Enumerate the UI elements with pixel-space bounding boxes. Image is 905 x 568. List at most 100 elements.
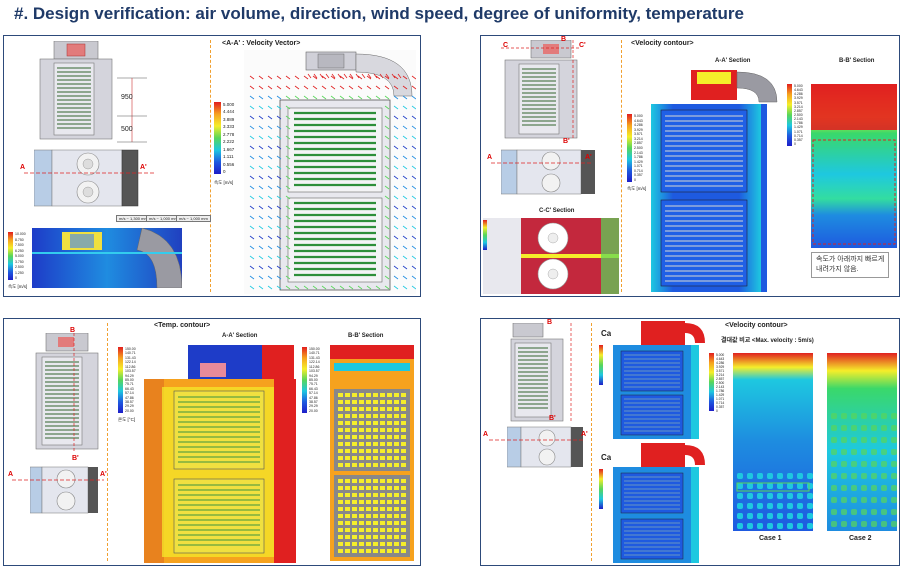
legend-tick: 1.071 bbox=[716, 397, 725, 401]
legend-tick: 0.714 bbox=[794, 133, 803, 138]
dimension-950: 950 bbox=[121, 94, 133, 101]
bb-temp-contour bbox=[330, 345, 414, 561]
bb-section-label: B-B' Section bbox=[839, 58, 875, 64]
legend-tick: 2.857 bbox=[716, 377, 725, 381]
legend-tick: 2.500 bbox=[634, 145, 643, 150]
velocity-vector-plot bbox=[244, 50, 416, 294]
aa-section-label: A-A' Section bbox=[222, 333, 258, 339]
legend-tick: 94.29 bbox=[309, 373, 318, 378]
legend-tick: 66.43 bbox=[309, 386, 318, 391]
legend-tick: 5.000 bbox=[223, 102, 235, 107]
legend-tick: 4.286 bbox=[794, 92, 803, 97]
legend-tick: 2.143 bbox=[716, 385, 725, 389]
legend-tick: 6.250 bbox=[15, 248, 24, 253]
panel-temp-contour: <Temp. contour> B B' A A' 150.00 140.71 13… bbox=[3, 318, 421, 566]
legend-tick: 1.667 bbox=[223, 146, 235, 152]
legend-tick: 1.071 bbox=[794, 129, 803, 134]
legend-tick: 1.429 bbox=[634, 159, 643, 164]
aa-temp-legend: 150.00 140.71 131.43 122.14 112.86 103.57 94.2… bbox=[118, 347, 136, 413]
temp-contour-title: <Temp. contour> bbox=[154, 322, 211, 329]
legend-tick: 3.929 bbox=[634, 127, 643, 132]
legend-tick: 112.86 bbox=[309, 364, 320, 369]
case-1-contour bbox=[611, 321, 707, 439]
case-2-contour bbox=[611, 443, 707, 563]
bb-observation-note: 속도가 아래까지 빠르게 내려가지 않음. bbox=[811, 252, 890, 278]
unit-side-view bbox=[501, 40, 581, 140]
case-2-bb-contour bbox=[827, 353, 897, 531]
aa-section-label: A-A' Section bbox=[715, 58, 751, 64]
unit-top-view bbox=[501, 149, 595, 195]
legend-tick: 29.29 bbox=[125, 404, 134, 409]
legend-tick: 5.000 bbox=[794, 84, 803, 88]
case-2-bottom-label: Case 2 bbox=[849, 535, 872, 542]
legend-tick: 38.57 bbox=[125, 400, 134, 405]
legend-tick: 85.00 bbox=[125, 377, 134, 382]
section-label-c: C bbox=[503, 42, 509, 49]
legend-tick: 66.43 bbox=[125, 386, 134, 391]
legend-tick: 2.143 bbox=[794, 117, 803, 122]
legend-tick: 3.214 bbox=[716, 373, 725, 377]
panel-divider bbox=[107, 323, 108, 561]
legend-tick: 103.57 bbox=[309, 369, 320, 374]
aa-velocity-legend: 5.000 4.643 4.286 3.929 3.571 3.214 2.857 2.500… bbox=[627, 114, 643, 182]
legend-tick: 20.00 bbox=[125, 408, 134, 413]
legend-tick: 4.444 bbox=[223, 109, 235, 115]
cc-section-label: C-C' Section bbox=[539, 208, 575, 214]
legend-tick: 1.250 bbox=[15, 270, 24, 275]
legend-tick: 0.714 bbox=[716, 401, 725, 405]
section-label-b: B bbox=[547, 319, 553, 326]
legend-tick: 1.786 bbox=[794, 121, 803, 126]
legend-tick: 94.29 bbox=[125, 373, 134, 378]
section-label-a-prime: A' bbox=[140, 164, 147, 171]
legend-tick: 3.929 bbox=[794, 96, 803, 101]
legend-tick: 2.778 bbox=[223, 131, 235, 137]
legend-tick: 2.857 bbox=[634, 141, 643, 146]
case-1-bottom-label: Case 1 bbox=[759, 535, 782, 542]
cc-legend bbox=[483, 220, 487, 250]
section-label-a-prime: A' bbox=[581, 431, 588, 438]
section-label-a-prime: A' bbox=[585, 154, 592, 161]
legend-tick: 4.286 bbox=[716, 361, 725, 365]
note-line-1: 속도가 아래까지 빠르게 bbox=[816, 256, 885, 263]
section-line-aa bbox=[12, 479, 104, 481]
aa-section-contour bbox=[647, 68, 783, 294]
aa-temp-contour bbox=[144, 343, 296, 563]
legend-tick: 29.29 bbox=[309, 404, 318, 409]
legend-tick: 0 bbox=[223, 168, 226, 174]
unit-side-view bbox=[510, 323, 572, 423]
legend-tick: 0 bbox=[634, 177, 636, 182]
legend-tick: 1.786 bbox=[634, 155, 643, 160]
bb-section-contour bbox=[811, 84, 897, 248]
legend-tick: 140.71 bbox=[125, 351, 136, 356]
legend-tick: 4.643 bbox=[794, 88, 803, 93]
unit-side-view bbox=[39, 41, 113, 140]
note-line-2: 내려가지 않음. bbox=[816, 266, 859, 273]
section-label-a: A bbox=[8, 471, 14, 478]
legend-tick: 57.14 bbox=[125, 391, 134, 396]
legend-tick: 3.571 bbox=[716, 369, 725, 373]
section-label-a: A bbox=[487, 154, 493, 161]
legend-tick: 8.750 bbox=[15, 237, 24, 242]
legend-tick: 2.500 bbox=[794, 112, 803, 117]
dimension-500: 500 bbox=[121, 126, 133, 133]
section-label-b-prime: B' bbox=[549, 415, 556, 422]
legend-tick: 2.222 bbox=[223, 139, 235, 145]
section-label-b-prime: B' bbox=[563, 138, 570, 145]
small-legend-unit: 속도 [m/s] bbox=[8, 284, 28, 289]
legend-tick: 1.111 bbox=[223, 154, 234, 160]
vector-plot-title: <A-A' : Velocity Vector> bbox=[222, 40, 301, 47]
legend-tick: 2.500 bbox=[716, 381, 725, 385]
velocity-contour-title: <Velocity contour> bbox=[631, 40, 694, 47]
legend-tick: 10.000 bbox=[15, 232, 26, 236]
unit-top-view bbox=[30, 466, 98, 514]
legend-tick: 3.929 bbox=[716, 365, 725, 369]
section-line-aa bbox=[24, 172, 154, 174]
section-line-aa bbox=[489, 439, 585, 441]
aa-temp-legend-unit: 온도 [°C] bbox=[118, 417, 136, 422]
panel-velocity-contour: <Velocity contour> C C' B B' A A' C-C' S… bbox=[480, 35, 900, 297]
legend-tick: 122.14 bbox=[125, 360, 136, 365]
unit-side-view bbox=[35, 333, 99, 453]
small-velocity-contour bbox=[32, 228, 182, 288]
panel-divider bbox=[210, 40, 211, 292]
legend-tick: 2.857 bbox=[794, 108, 803, 113]
